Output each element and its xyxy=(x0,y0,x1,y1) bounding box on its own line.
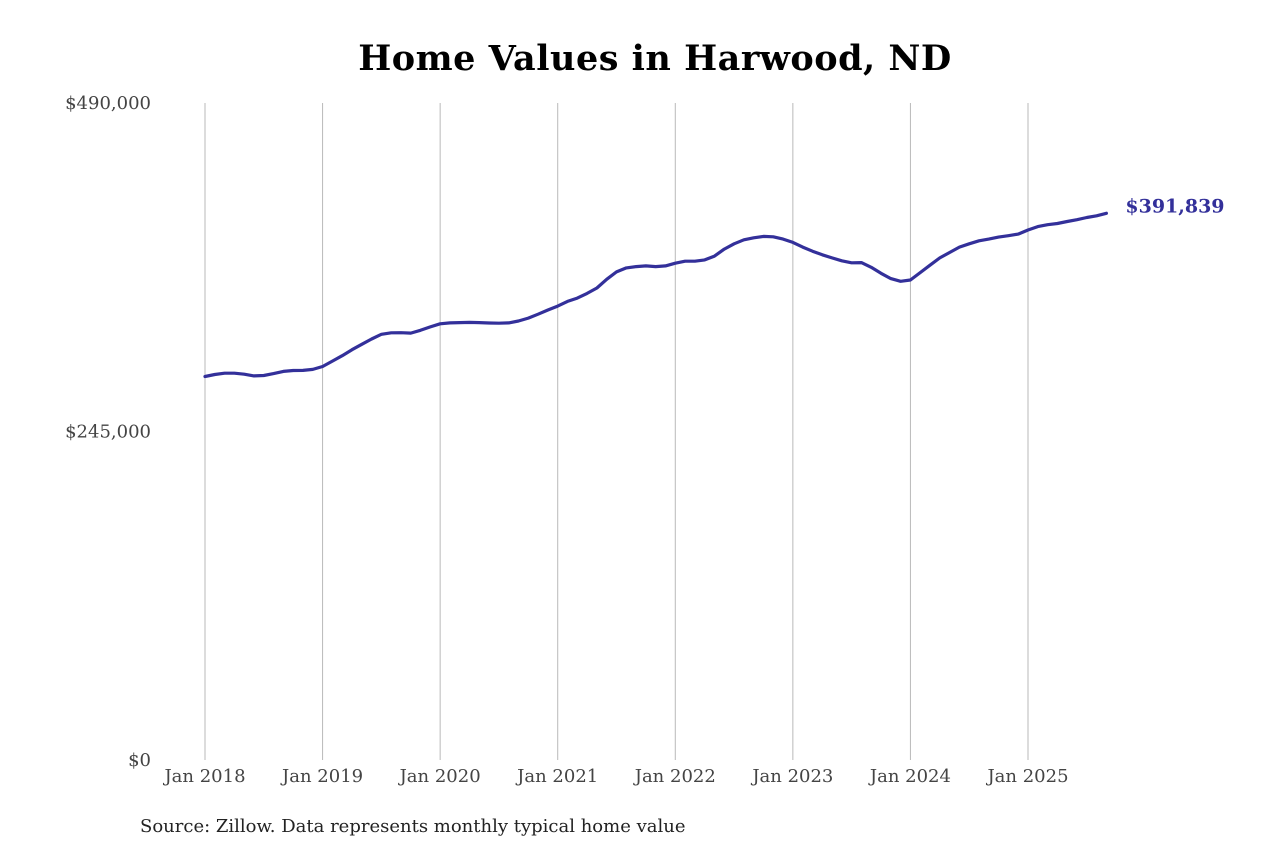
x-tick-label: Jan 2024 xyxy=(868,766,951,787)
y-tick-label: $0 xyxy=(128,750,151,771)
x-tick-label: Jan 2018 xyxy=(162,766,245,787)
y-tick-label: $490,000 xyxy=(65,93,151,114)
end-value-label: $391,839 xyxy=(1125,195,1224,217)
y-tick-label: $245,000 xyxy=(65,422,151,443)
gridlines xyxy=(204,103,1029,760)
y-axis-ticks: $0 $245,000 $490,000 xyxy=(65,93,151,771)
x-tick-label: Jan 2023 xyxy=(750,766,833,787)
chart-title: Home Values in Harwood, ND xyxy=(358,38,952,79)
series-layer: $391,839 xyxy=(203,195,1225,379)
x-tick-label: Jan 2020 xyxy=(398,766,481,787)
x-tick-label: Jan 2022 xyxy=(633,766,716,787)
x-tick-label: Jan 2025 xyxy=(985,766,1068,787)
x-tick-label: Jan 2019 xyxy=(280,766,363,787)
x-tick-label: Jan 2021 xyxy=(515,766,598,787)
x-axis-ticks: Jan 2018 Jan 2019 Jan 2020 Jan 2021 Jan 2022… xyxy=(162,766,1068,787)
series-line xyxy=(203,211,1108,379)
source-note: Source: Zillow. Data represents monthly … xyxy=(140,816,686,837)
